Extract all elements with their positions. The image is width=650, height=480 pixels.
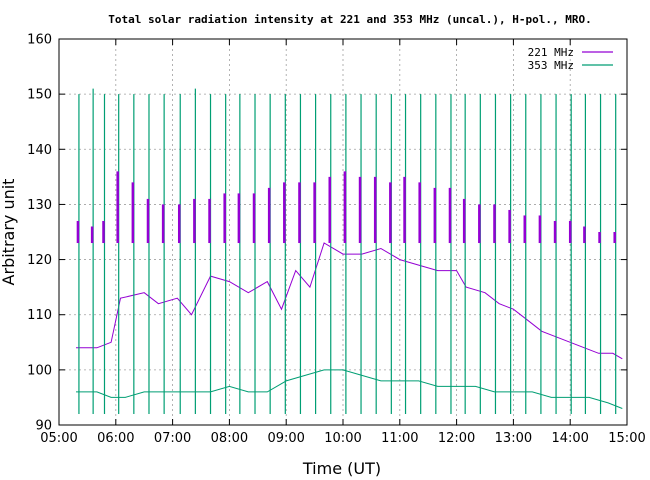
x-tick-label: 13:00 xyxy=(495,431,532,446)
y-axis-label: Arbitrary unit xyxy=(0,179,18,286)
chart-title: Total solar radiation intensity at 221 a… xyxy=(108,13,591,26)
y-tick-label: 160 xyxy=(27,33,52,48)
y-tick-label: 150 xyxy=(27,88,52,103)
x-tick-label: 09:00 xyxy=(267,431,304,446)
x-tick-label: 15:00 xyxy=(608,431,645,446)
y-tick-label: 100 xyxy=(27,363,52,378)
legend-label: 353 MHz xyxy=(528,59,574,72)
series-221mhz-line xyxy=(76,242,623,360)
x-tick-label: 12:00 xyxy=(438,431,475,446)
axis-ticks: 05:00 06:00 07:00 08:00 09:00 10:00 11:00 12:00… xyxy=(27,33,646,447)
x-tick-label: 14:00 xyxy=(551,431,588,446)
y-tick-label: 140 xyxy=(27,143,52,158)
x-tick-label: 06:00 xyxy=(97,431,134,446)
grid-lines xyxy=(59,39,627,425)
series-353mhz-line xyxy=(76,369,623,409)
x-tick-label: 11:00 xyxy=(381,431,418,446)
x-tick-label: 10:00 xyxy=(324,431,361,446)
y-tick-label: 110 xyxy=(27,308,52,323)
y-tick-label: 90 xyxy=(35,419,52,434)
y-tick-label: 120 xyxy=(27,253,52,268)
x-axis-label: Time (UT) xyxy=(302,459,381,478)
y-tick-label: 130 xyxy=(27,198,52,213)
legend-label: 221 MHz xyxy=(528,46,574,59)
x-tick-label: 07:00 xyxy=(154,431,191,446)
x-tick-label: 08:00 xyxy=(211,431,248,446)
x-tick-label: 05:00 xyxy=(40,431,77,446)
series-layer xyxy=(76,88,623,414)
